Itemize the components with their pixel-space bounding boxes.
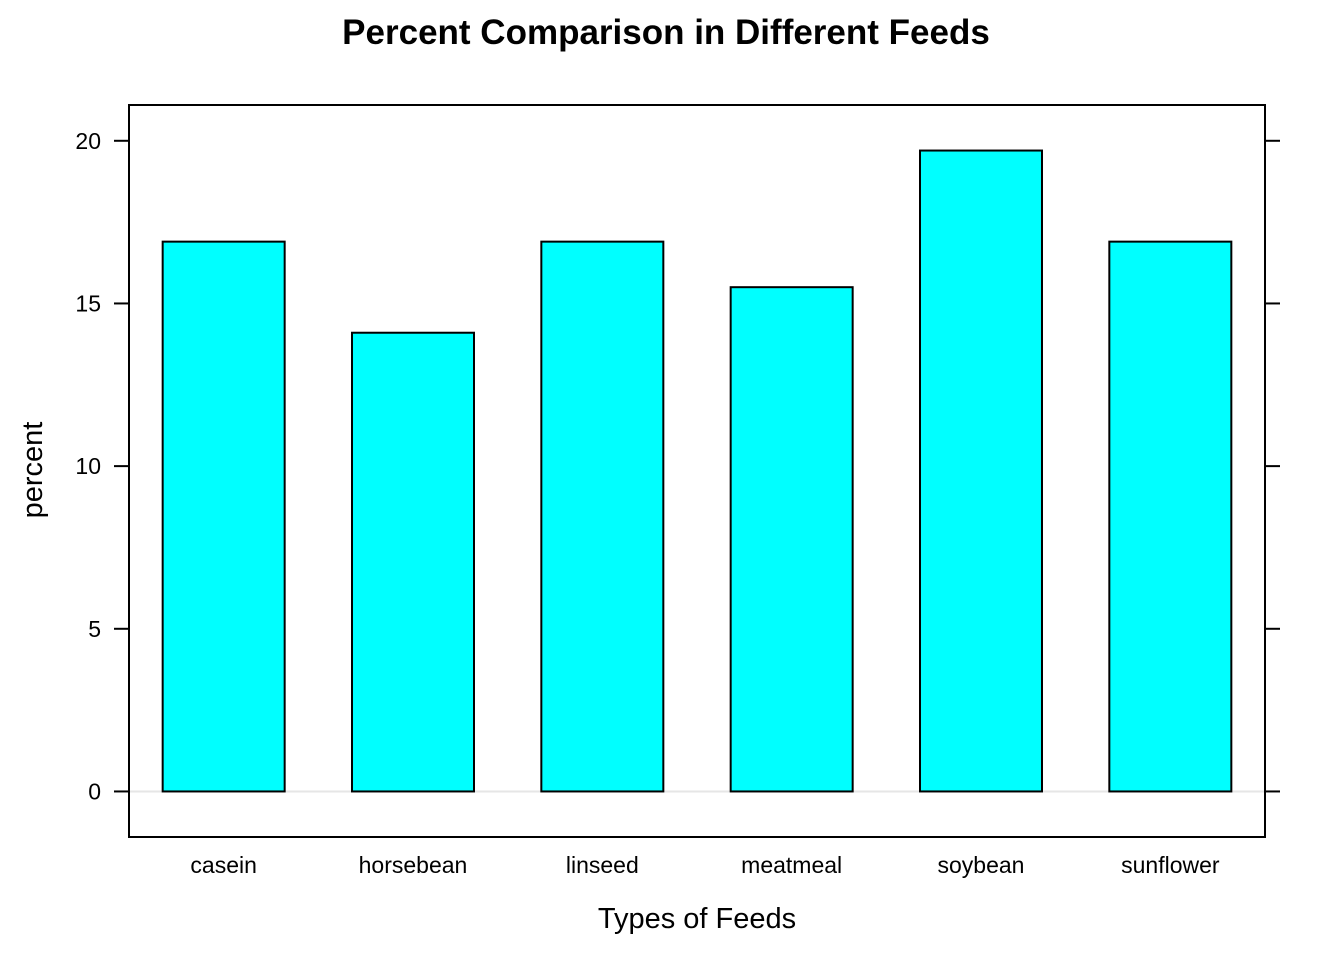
y-axis-right <box>1265 139 1280 793</box>
y-tick-label: 15 <box>75 290 101 316</box>
y-tick-label: 0 <box>88 778 101 804</box>
x-tick-label-linseed: linseed <box>566 852 639 878</box>
chart-title: Percent Comparison in Different Feeds <box>342 13 990 52</box>
y-axis-left: 0 5 10 15 20 <box>75 128 129 804</box>
bar-soybean <box>919 149 1043 793</box>
y-axis-label: percent <box>17 422 49 519</box>
x-tick-label-sunflower: sunflower <box>1121 852 1220 878</box>
bar-casein <box>161 240 286 793</box>
x-tick-label-soybean: soybean <box>938 852 1025 878</box>
bars-layer <box>161 149 1233 793</box>
x-axis: casein horsebean linseed meatmeal soybean sun… <box>190 852 1219 878</box>
x-tick-label-horsebean: horsebean <box>359 852 468 878</box>
plot-frame <box>128 104 1266 838</box>
y-tick-label: 20 <box>75 128 101 154</box>
bar-meatmeal <box>729 286 854 793</box>
y-tick-label: 5 <box>88 616 101 642</box>
x-tick-label-meatmeal: meatmeal <box>741 852 842 878</box>
bar-linseed <box>540 240 665 793</box>
x-tick-label-casein: casein <box>190 852 256 878</box>
bar-sunflower <box>1108 240 1233 793</box>
bar-horsebean <box>351 331 475 793</box>
y-tick-label: 10 <box>75 453 101 479</box>
x-axis-label: Types of Feeds <box>598 903 796 935</box>
